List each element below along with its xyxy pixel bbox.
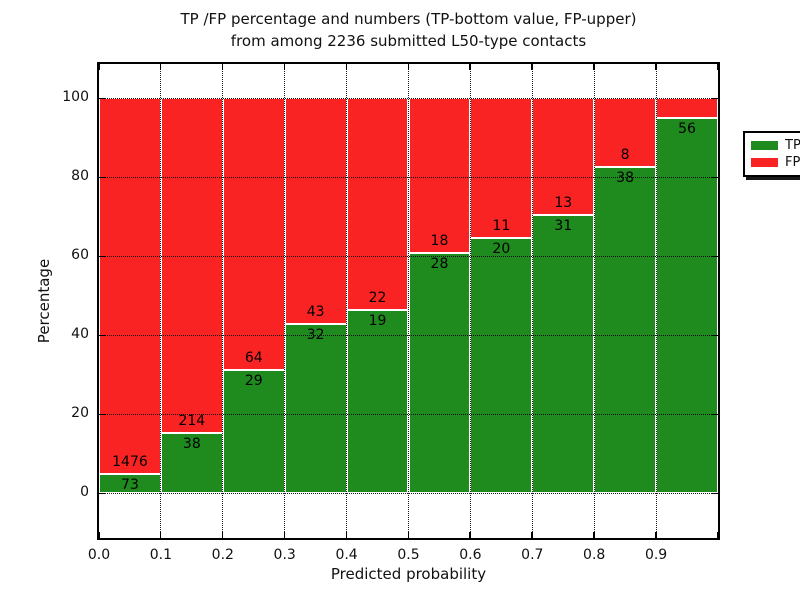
x-tick-label: 0.9 — [644, 547, 668, 563]
x-tick-label: 0.1 — [149, 547, 173, 563]
x-tick-label: 0.4 — [335, 547, 358, 563]
fp-bar-segment — [656, 98, 718, 119]
fp-bar-segment — [532, 98, 595, 215]
stacked-bar: 56 — [656, 98, 718, 493]
stacked-bar: 11 20 — [470, 98, 533, 493]
stacked-bar: 22 19 — [346, 98, 409, 493]
chart-title-line2: from among 2236 submitted L50-type conta… — [230, 32, 587, 50]
fp-bar-segment — [160, 98, 223, 434]
tp-bar-segment — [160, 433, 223, 493]
fp-bar-segment — [408, 98, 471, 253]
tp-count-label: 29 — [244, 372, 263, 389]
fp-bar-segment — [284, 98, 347, 325]
y-axis-label: Percentage — [35, 258, 53, 344]
legend-label-fp: FP — [785, 155, 800, 171]
fp-count-label: 8 — [620, 146, 630, 163]
tp-bar-segment — [656, 118, 718, 493]
x-tick-label: 0.3 — [273, 547, 296, 563]
y-tick-label: 60 — [71, 247, 89, 263]
fp-bar-segment — [346, 98, 409, 310]
tp-bar-segment — [532, 214, 595, 493]
tp-count-label: 28 — [430, 255, 449, 272]
stacked-bar: 1476 73 — [99, 98, 161, 493]
chart-title-line1: TP /FP percentage and numbers (TP-bottom… — [180, 10, 637, 28]
chart-title: TP /FP percentage and numbers (TP-bottom… — [97, 8, 720, 52]
y-tick-label: 80 — [71, 168, 89, 184]
fp-count-label: 214 — [178, 413, 206, 430]
y-tick-label: 100 — [62, 89, 89, 105]
tp-count-label: 32 — [306, 327, 325, 344]
tp-bar-segment — [594, 166, 657, 493]
tp-bar-segment — [408, 252, 471, 493]
y-tick-label: 40 — [71, 326, 89, 342]
stacked-bar: 13 31 — [532, 98, 595, 493]
x-tick-label: 0.0 — [87, 547, 111, 563]
tp-count-label: 38 — [616, 169, 635, 186]
x-tick-label: 0.2 — [211, 547, 234, 563]
fp-count-label: 13 — [554, 194, 573, 211]
y-tick-label: 20 — [71, 405, 89, 421]
tp-count-label: 20 — [492, 241, 511, 258]
tp-bar-segment — [346, 309, 409, 493]
fp-count-label: 11 — [492, 218, 511, 235]
bars-layer: 1476 73 214 38 64 29 43 32 22 19 18 28 11 20 13 31 8 38 56 — [99, 64, 718, 538]
tp-bar-segment — [470, 238, 533, 493]
fp-bar-segment — [99, 98, 161, 475]
stacked-bar: 8 38 — [594, 98, 657, 493]
legend-swatch-fp-icon — [751, 158, 778, 168]
x-tick-label: 0.8 — [583, 547, 606, 563]
fp-count-label: 22 — [368, 289, 387, 306]
stacked-bar: 214 38 — [160, 98, 223, 493]
x-tick-label: 0.7 — [521, 547, 544, 563]
stacked-bar: 64 29 — [222, 98, 285, 493]
x-tick-label: 0.6 — [459, 547, 482, 563]
tp-count-label: 31 — [554, 217, 573, 234]
fp-count-label: 1476 — [112, 454, 148, 471]
x-axis-label: Predicted probability — [330, 565, 487, 583]
fp-count-label: 18 — [430, 232, 449, 249]
tp-count-label: 56 — [678, 121, 696, 138]
tp-bar-segment — [284, 324, 347, 493]
tp-bar-segment — [222, 369, 285, 493]
legend-label-tp: TP — [785, 137, 800, 153]
legend: TP FP — [743, 131, 800, 177]
tp-count-label: 73 — [121, 477, 139, 494]
legend-swatch-tp-icon — [751, 140, 778, 150]
tp-count-label: 38 — [182, 436, 201, 453]
legend-item-tp: TP — [751, 138, 800, 153]
fp-count-label: 64 — [244, 349, 263, 366]
tp-count-label: 19 — [368, 312, 387, 329]
legend-item-fp: FP — [751, 155, 800, 170]
fp-bar-segment — [222, 98, 285, 370]
fp-count-label: 43 — [306, 304, 325, 321]
plot-area: 1476 73 214 38 64 29 43 32 22 19 18 28 11 20 13 31 8 38 56… — [97, 62, 800, 540]
fp-bar-segment — [470, 98, 533, 239]
y-tick-label: 0 — [80, 484, 89, 500]
stacked-bar: 43 32 — [284, 98, 347, 493]
stacked-bar: 18 28 — [408, 98, 471, 493]
x-tick-label: 0.5 — [397, 547, 420, 563]
